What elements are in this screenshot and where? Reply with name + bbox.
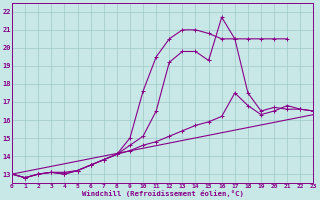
X-axis label: Windchill (Refroidissement éolien,°C): Windchill (Refroidissement éolien,°C) xyxy=(82,190,244,197)
